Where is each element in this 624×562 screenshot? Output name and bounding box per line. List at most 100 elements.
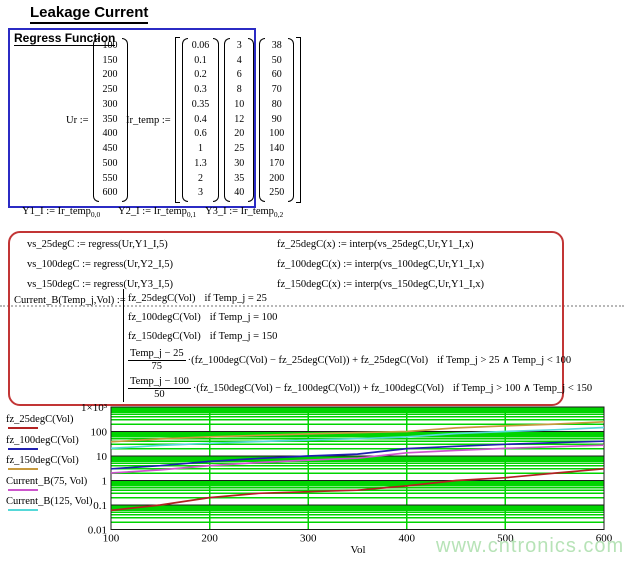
ir-temp-column-0: 0.06 0.1 0.2 0.3 0.35 0.4 0.6 1 1.3 2 3: [181, 38, 220, 202]
current-b-lhs: Current_B(Temp_j,Vol) :=: [14, 295, 126, 306]
chart-x-axis-label: Vol: [350, 544, 366, 556]
vs-line-2: vs_100degC := regress(Ur,Y2_I,5): [27, 259, 174, 270]
x-tick-label: 400: [399, 533, 416, 545]
branch-condition: if Temp_j = 100: [209, 312, 278, 323]
matrix-cell: 250: [269, 187, 285, 199]
matrix-cell: 0.06: [191, 40, 210, 51]
matrix-cell: 350: [102, 113, 118, 125]
matrix-cell: 550: [102, 172, 118, 184]
ir-temp-columns: 0.06 0.1 0.2 0.3 0.35 0.4 0.6 1 1.3 2 3 3 4 6 8 10 12 20 2…: [181, 38, 295, 202]
fraction-numerator: Temp_j − 100: [128, 375, 191, 389]
branch-expression: fz_25degC(Vol): [128, 293, 196, 304]
fz-line-1: fz_25degC(x) := interp(vs_25degC,Ur,Y1_I…: [277, 239, 474, 250]
x-tick-label: 600: [596, 533, 613, 545]
legend-label: fz_100degC(Vol): [6, 434, 79, 446]
branch-expression: ·(fz_150degC(Vol) − fz_100degC(Vol)) + f…: [192, 382, 444, 394]
subscript: 0,1: [186, 210, 197, 220]
column-values: 0.06 0.1 0.2 0.3 0.35 0.4 0.6 1 1.3 2 3: [189, 38, 213, 202]
matrix-cell: 0.6: [194, 128, 207, 140]
legend-trace-sample: [8, 447, 38, 450]
branch-2: fz_100degC(Vol) if Temp_j = 100: [128, 308, 592, 327]
branch-condition: if Temp_j = 25: [204, 293, 267, 304]
trace-5: [110, 426, 605, 450]
ur-values-column: 100 150 200 250 300 350 400 450 500 550 600: [100, 38, 121, 202]
assignment-item-3: Y3_I := Ir_temp0,2: [205, 206, 284, 220]
matrix-cell: 4: [236, 54, 242, 66]
legend-trace-sample: [8, 468, 38, 470]
ur-matrix: 100 150 200 250 300 350 400 450 500 550 600: [92, 38, 128, 202]
matrix-cell: 70: [271, 84, 282, 96]
matrix-cell: 0.35: [191, 98, 210, 110]
fraction: Temp_j − 100 50: [128, 376, 191, 401]
trace-1: [110, 467, 605, 512]
matrix-cell: 25: [234, 143, 245, 155]
matrix-cell: 8: [236, 84, 242, 96]
matrix-cell: 10: [234, 98, 245, 110]
column-values: 3 4 6 8 10 12 20 25 30 35 40: [231, 38, 247, 202]
left-paren: [224, 38, 231, 202]
matrix-cell: 100: [269, 128, 285, 140]
branch-condition: if Temp_j > 100 ∧ Temp_j < 150: [452, 383, 593, 394]
legend-label: Current_B(125, Vol): [6, 496, 93, 507]
fz-line-3: fz_150degC(x) := interp(vs_150degC,Ur,Y1…: [277, 279, 485, 290]
left-bracket: [174, 37, 180, 203]
matrix-cell: 20: [234, 128, 245, 140]
branch-condition: if Temp_j > 25 ∧ Temp_j < 100: [437, 355, 572, 366]
piecewise-branches: fz_25degC(Vol) if Temp_j = 25 fz_100degC(V…: [123, 289, 592, 402]
matrix-cell: 80: [271, 98, 282, 110]
y-tick-label: 100: [91, 427, 108, 439]
matrix-cell: 300: [102, 98, 118, 110]
x-tick-label: 100: [103, 533, 120, 545]
legend-entry-5: Current_B(125, Vol): [6, 496, 93, 511]
fz-line-2: fz_100degC(x) := interp(vs_100degC,Ur,Y1…: [277, 259, 485, 270]
page-break-dashed-line: [0, 305, 624, 307]
legend-entry-1: fz_25degC(Vol): [6, 414, 74, 429]
matrix-cell: 100: [102, 40, 118, 51]
matrix-cell: 150: [102, 54, 118, 66]
branch-4: Temp_j − 25 75 ·(fz_100degC(Vol) − fz_25de…: [128, 346, 592, 374]
formula-box: vs_25degC := regress(Ur,Y1_I,5) vs_100deg…: [8, 231, 592, 406]
legend-entry-2: fz_100degC(Vol): [6, 434, 79, 450]
ir-temp-column-1: 3 4 6 8 10 12 20 25 30 35 40: [224, 38, 255, 202]
branch-expression: fz_150degC(Vol): [128, 331, 201, 342]
matrix-cell: 40: [234, 187, 245, 199]
branch-condition: if Temp_j = 150: [209, 331, 278, 342]
fraction-denominator: 75: [151, 360, 163, 372]
matrix-cell: 500: [102, 157, 118, 169]
x-tick-label: 500: [497, 533, 514, 545]
trace-4: [110, 444, 605, 474]
left-paren: [181, 38, 188, 202]
regress-function-box: Regress Function Ur := 100 150 200 250 300 35…: [8, 28, 302, 208]
matrix-cell: 50: [271, 54, 282, 66]
matrix-cell: 600: [102, 187, 118, 199]
matrix-cell: 250: [102, 84, 118, 96]
legend-trace-sample: [8, 427, 38, 429]
vs-line-1: vs_25degC := regress(Ur,Y1_I,5): [27, 239, 168, 250]
matrix-cell: 400: [102, 128, 118, 140]
matrix-cell: 12: [234, 113, 245, 125]
matrix-cell: 3: [197, 187, 203, 199]
y-tick-label: 10: [96, 451, 108, 463]
page-title: Leakage Current: [30, 4, 149, 24]
matrix-cell: 0.3: [194, 84, 207, 96]
assignment-item-1: Y1_I := Ir_temp0,0: [22, 206, 101, 220]
matrix-cell: 200: [269, 172, 285, 184]
x-tick-label: 200: [201, 533, 218, 545]
fraction: Temp_j − 25 75: [128, 348, 186, 373]
matrix-cell: 450: [102, 143, 118, 155]
legend-label: fz_25degC(Vol): [6, 414, 74, 425]
branch-expression: ·(fz_100degC(Vol) − fz_25degC(Vol)) + fz…: [187, 354, 429, 366]
matrix-cell: 30: [234, 157, 245, 169]
matrix-cell: 0.1: [194, 54, 207, 66]
legend-label: Current_B(75, Vol): [6, 475, 88, 487]
x-tick-label: 300: [300, 533, 317, 545]
ir-temp-matrix-group: Ir_temp := 0.06 0.1 0.2 0.3 0.35 0.4 0.6 1 1.3 2 3…: [126, 37, 302, 203]
y-tick-label: 0.1: [93, 500, 107, 512]
branch-1: fz_25degC(Vol) if Temp_j = 25: [128, 289, 592, 308]
trace-3: [110, 420, 605, 443]
matrix-cell: 0.4: [194, 113, 207, 125]
trace-2: [110, 440, 605, 470]
matrix-cell: 60: [271, 69, 282, 81]
right-bracket: [296, 37, 302, 203]
matrix-cell: 1.3: [194, 157, 207, 169]
